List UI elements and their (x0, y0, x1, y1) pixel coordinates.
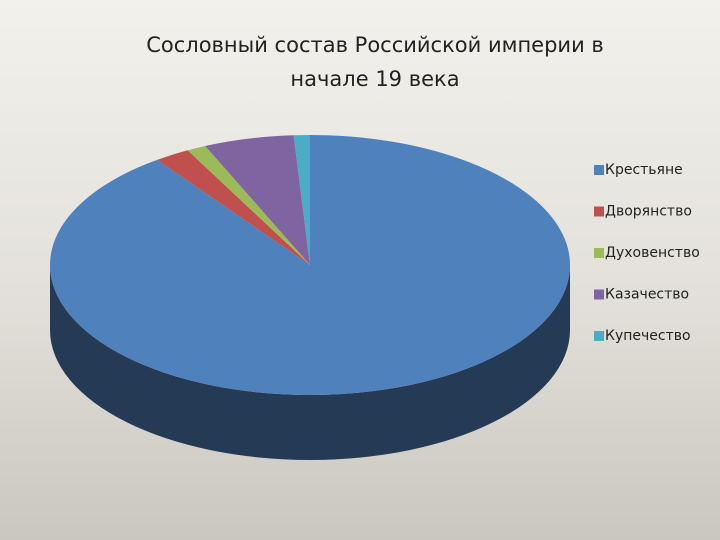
legend-swatch (594, 165, 604, 175)
legend-label: Духовенство (605, 245, 700, 261)
chart-title: Сословный состав Российской империи в на… (146, 33, 604, 91)
pie-slice (157, 150, 310, 265)
legend-swatch (594, 331, 604, 341)
legend-label: Крестьяне (605, 162, 683, 178)
legend-label: Дворянство (605, 204, 692, 220)
legend-swatch (594, 289, 604, 300)
legend-swatch (594, 206, 604, 217)
legend-swatch (594, 248, 604, 258)
pie-side (50, 265, 570, 460)
pie-slice (205, 135, 310, 265)
pie-slice (49, 135, 570, 395)
legend-label: Казачество (605, 287, 689, 303)
pie-slice (293, 135, 310, 265)
pie-slice (187, 146, 310, 265)
legend-label: Купечество (605, 328, 691, 344)
